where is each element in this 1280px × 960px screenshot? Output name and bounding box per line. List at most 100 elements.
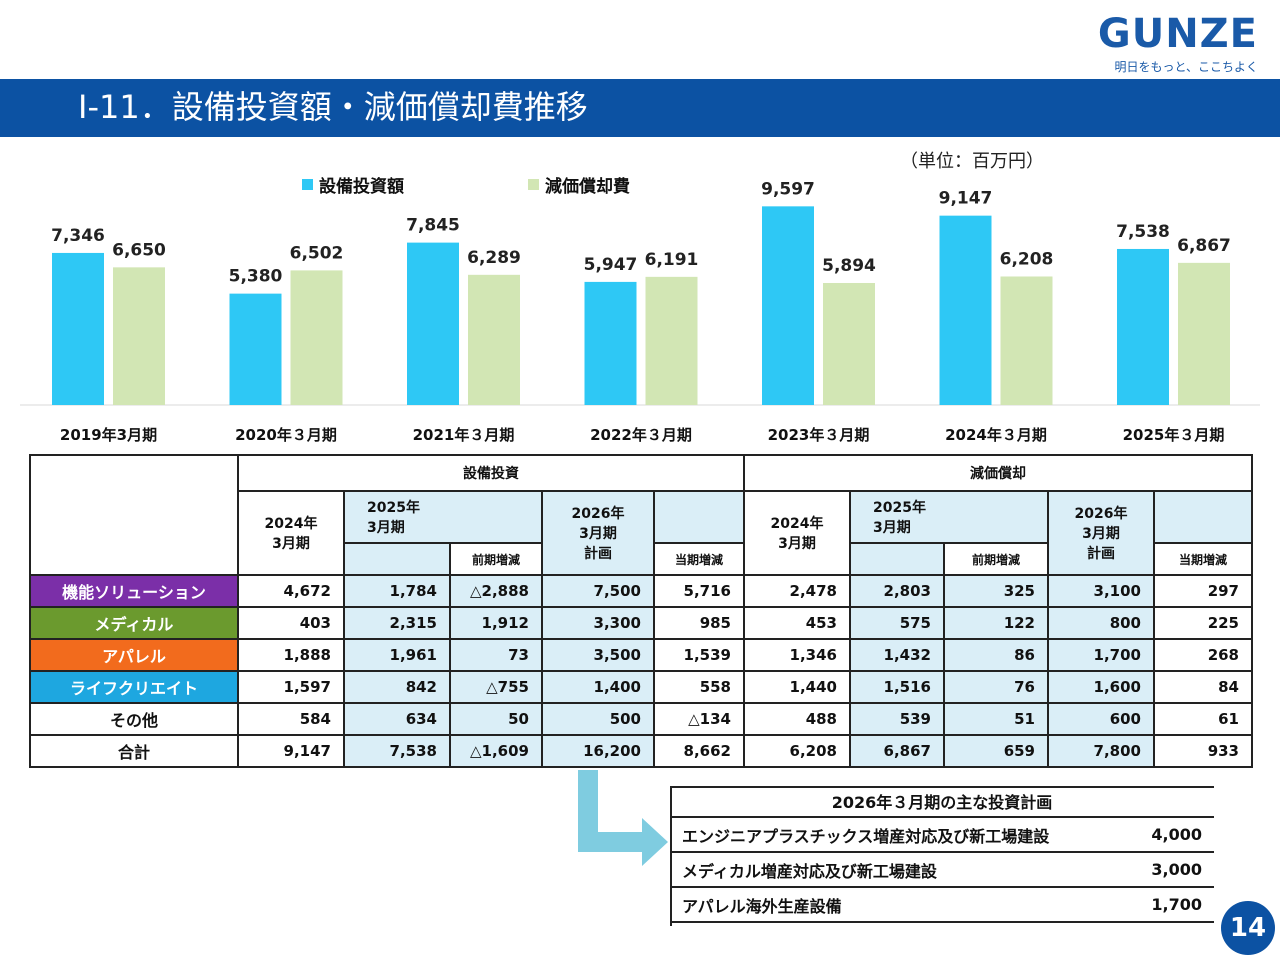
investment-table: 設備投資 減価償却 2024年 3月期 2025年 3月期 2026年 3月期 … [29, 454, 1253, 768]
plan-item-value: 1,700 [1126, 887, 1214, 923]
table-cell: 5,716 [653, 574, 745, 608]
table-cell: 3,100 [1047, 574, 1155, 608]
table-cell: 488 [743, 702, 851, 736]
segment-label: アパレル [29, 638, 239, 672]
table-cell: 6,208 [743, 734, 851, 768]
table-cell: 1,912 [449, 606, 543, 640]
table-row: その他 584 634 50 500 △134 488 539 51 600 61 [29, 702, 1253, 736]
header-capex-2024: 2024年 3月期 [237, 490, 345, 576]
table-cell: 61 [1153, 702, 1253, 736]
table-cell: 1,432 [849, 638, 945, 672]
header-capex-prev-change: 前期増減 [449, 542, 543, 576]
plan-title: 2026年３月期の主な投資計画 [670, 786, 1214, 818]
bar-depreciation [468, 274, 520, 405]
header-dep-prev-change: 前期増減 [943, 542, 1049, 576]
table-cell: 500 [541, 702, 655, 736]
investment-plan-table: 2026年３月期の主な投資計画 エンジニアプラスチックス増産対応及び新工場建設 4… [670, 786, 1214, 923]
plan-row: アパレル海外生産設備 1,700 [670, 887, 1214, 923]
table-cell: 1,600 [1047, 670, 1155, 704]
header-capex-2025-blank [343, 542, 451, 576]
page-title: Ⅰ-11．設備投資額・減価償却費推移 [78, 88, 588, 126]
category-label: 2022年３月期 [590, 426, 692, 444]
bar-capex [762, 206, 814, 405]
table-cell: 1,400 [541, 670, 655, 704]
segment-label: ライフクリエイト [29, 670, 239, 704]
table-cell: 297 [1153, 574, 1253, 608]
data-label: 6,289 [467, 248, 521, 268]
table-cell: 600 [1047, 702, 1155, 736]
table-cell: 84 [1153, 670, 1253, 704]
segment-label: その他 [29, 702, 239, 736]
data-label: 6,502 [290, 243, 344, 263]
data-label: 7,845 [406, 216, 460, 236]
table-cell: 16,200 [541, 734, 655, 768]
plan-item-label: メディカル増産対応及び新工場建設 [670, 852, 1127, 888]
bar-capex [229, 293, 282, 405]
table-cell: 225 [1153, 606, 1253, 640]
logo-text: GUNZE [1097, 11, 1258, 57]
header-depreciation: 減価償却 [743, 454, 1253, 492]
legend-depreciation: 減価償却費 [528, 172, 630, 197]
table-cell: 268 [1153, 638, 1253, 672]
table-cell: 584 [237, 702, 345, 736]
table-cell: △134 [653, 702, 745, 736]
table-cell: 1,440 [743, 670, 851, 704]
table-cell: 325 [943, 574, 1049, 608]
table-cell: △1,609 [449, 734, 543, 768]
plan-row: エンジニアプラスチックス増産対応及び新工場建設 4,000 [670, 817, 1214, 853]
table-cell: 1,346 [743, 638, 851, 672]
plan-row: メディカル増産対応及び新工場建設 3,000 [670, 852, 1214, 888]
bar-capex [584, 281, 637, 405]
table-cell: 7,500 [541, 574, 655, 608]
table-row: メディカル 403 2,315 1,912 3,300 985 453 575 122 800 22… [29, 606, 1253, 640]
data-label: 5,380 [229, 267, 283, 287]
arrow-icon [578, 770, 668, 866]
table-cell: 3,300 [541, 606, 655, 640]
table-row: ライフクリエイト 1,597 842 △755 1,400 558 1,440 1,516 76… [29, 670, 1253, 704]
table-cell: 1,516 [849, 670, 945, 704]
plan-item-value: 3,000 [1126, 852, 1214, 888]
table-cell: 985 [653, 606, 745, 640]
table-cell: 2,478 [743, 574, 851, 608]
header-capex-curr-change: 当期増減 [653, 542, 745, 576]
header-dep-2026: 2026年 3月期 計画 [1047, 490, 1155, 576]
data-label: 5,947 [584, 255, 638, 275]
bar-depreciation [645, 276, 698, 405]
table-cell: 73 [449, 638, 543, 672]
table-cell: 403 [237, 606, 345, 640]
segment-label: 合計 [29, 734, 239, 768]
table-cell: 2,315 [343, 606, 451, 640]
table-cell: 539 [849, 702, 945, 736]
header-capex-2025: 2025年 3月期 [343, 490, 543, 544]
data-label: 6,191 [645, 250, 699, 270]
table-cell: 1,888 [237, 638, 345, 672]
table-cell: △2,888 [449, 574, 543, 608]
table-corner [29, 454, 239, 576]
category-label: 2025年３月期 [1123, 426, 1225, 444]
header-dep-2025: 2025年 3月期 [849, 490, 1049, 544]
bar-capex [52, 252, 104, 405]
data-label: 7,346 [51, 226, 105, 246]
table-cell: 50 [449, 702, 543, 736]
table-cell: 1,784 [343, 574, 451, 608]
logo-tagline: 明日をもっと、ここちよく [1114, 60, 1258, 74]
data-label: 5,894 [822, 256, 876, 276]
table-row: 合計 9,147 7,538 △1,609 16,200 8,662 6,208 6,867 6… [29, 734, 1253, 768]
table-cell: 4,672 [237, 574, 345, 608]
table-cell: 76 [943, 670, 1049, 704]
legend-swatch-depreciation [528, 179, 539, 190]
table-cell: 1,700 [1047, 638, 1155, 672]
bar-capex [939, 215, 992, 405]
segment-label: メディカル [29, 606, 239, 640]
table-cell: 634 [343, 702, 451, 736]
segment-label: 機能ソリューション [29, 574, 239, 608]
header-dep-curr-change: 当期増減 [1153, 542, 1253, 576]
header-capex-2026: 2026年 3月期 計画 [541, 490, 655, 576]
bar-depreciation [113, 267, 165, 405]
bar-depreciation [290, 270, 343, 405]
category-label: 2020年３月期 [235, 426, 337, 444]
table-cell: 6,867 [849, 734, 945, 768]
plan-item-label: アパレル海外生産設備 [670, 887, 1127, 923]
header-dep-blank [1153, 490, 1253, 543]
page-number: 14 [1221, 901, 1275, 955]
